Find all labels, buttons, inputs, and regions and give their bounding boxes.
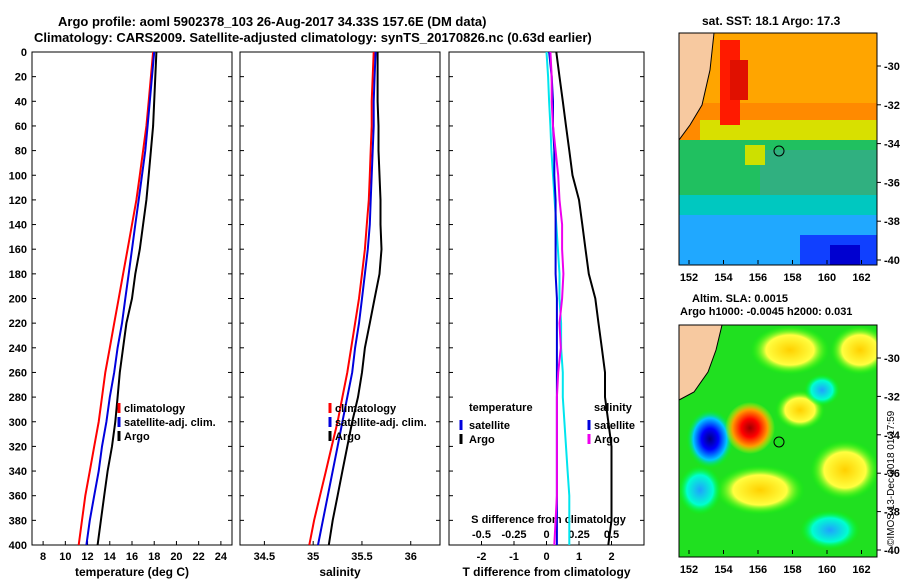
x-tick-label-0: 8 <box>40 551 46 563</box>
y-tick-label: 320 <box>9 441 27 453</box>
series-satellite-adj--clim- <box>85 51 156 546</box>
x-tick-label-2: 2 <box>608 551 614 563</box>
legend-label: satellite <box>469 420 510 432</box>
x2-axis-label: S difference from climatology <box>471 514 627 526</box>
x2-tick-label: -0.25 <box>501 529 526 541</box>
series-sal-diff-argo <box>549 51 565 546</box>
y-tick-label: 80 <box>15 146 27 158</box>
series-satellite-adj--clim- <box>317 51 377 546</box>
header-line-1: Argo profile: aoml 5902378_103 26-Aug-20… <box>58 14 487 29</box>
legend-label: satellite <box>594 420 635 432</box>
x-tick-label-1: 34.5 <box>254 551 275 563</box>
header-line-2: Climatology: CARS2009. Satellite-adjuste… <box>34 30 592 45</box>
series-climatology <box>77 51 155 546</box>
y-tick-label: 300 <box>9 417 27 429</box>
legend-salinity-title: salinity <box>594 402 633 414</box>
y-tick-label: 40 <box>15 96 27 108</box>
y-tick-label: 180 <box>9 269 27 281</box>
legend-label: satellite-adj. clim. <box>335 417 427 429</box>
x2-tick-label: -0.5 <box>472 529 491 541</box>
y-tick-label: 380 <box>9 515 27 527</box>
y-tick-label: 240 <box>9 343 27 355</box>
x-tick-label-0: 10 <box>59 551 71 563</box>
y-tick-label: 340 <box>9 466 27 478</box>
x-axis-label: T difference from climatology <box>462 565 630 579</box>
x-tick-label-0: 12 <box>81 551 93 563</box>
x-tick-label-0: 24 <box>215 551 228 563</box>
sla-map-title-2: Argo h1000: -0.0045 h2000: 0.031 <box>680 306 853 318</box>
series-climatology <box>308 51 375 546</box>
y-tick-label: 0 <box>21 47 27 59</box>
y-tick-label: 20 <box>15 72 27 84</box>
x-axis-label: salinity <box>319 565 361 579</box>
y-tick-label: 200 <box>9 294 27 306</box>
y-tick-label: 260 <box>9 367 27 379</box>
x-tick-label-0: 14 <box>104 551 117 563</box>
legend-label: Argo <box>469 434 495 446</box>
x2-tick-label: 0 <box>543 529 549 541</box>
y-tick-label: 100 <box>9 170 27 182</box>
x-tick-label-1: 36 <box>405 551 417 563</box>
legend-label: satellite-adj. clim. <box>124 417 216 429</box>
x-tick-label-1: 35 <box>307 551 319 563</box>
legend-label: Argo <box>594 434 620 446</box>
x2-tick-label: 0.5 <box>604 529 619 541</box>
y-tick-label: 400 <box>9 540 27 552</box>
x-axis-label: temperature (deg C) <box>75 565 189 579</box>
y-tick-label: 60 <box>15 121 27 133</box>
panel-frame-1 <box>239 51 441 546</box>
x-tick-label-0: 20 <box>170 551 182 563</box>
legend-temperature-title: temperature <box>469 402 533 414</box>
series-argo <box>327 52 383 546</box>
x-tick-label-0: 22 <box>193 551 205 563</box>
legend-label: climatology <box>335 403 397 415</box>
series-temp-diff-argo <box>555 51 613 546</box>
series-temp-diff-satellite <box>545 51 571 545</box>
x-tick-label-0: 16 <box>126 551 138 563</box>
y-tick-label: 140 <box>9 220 27 232</box>
y-tick-label: 120 <box>9 195 27 207</box>
x-tick-label-0: 18 <box>148 551 160 563</box>
panel-frame-2 <box>448 51 645 546</box>
sst-map-title: sat. SST: 18.1 Argo: 17.3 <box>702 14 841 28</box>
y-tick-label: 220 <box>9 318 27 330</box>
x-tick-label-2: -1 <box>509 551 519 563</box>
x-tick-label-1: 35.5 <box>351 551 372 563</box>
x-tick-label-2: -2 <box>477 551 487 563</box>
x-tick-label-2: 0 <box>543 551 549 563</box>
legend-label: climatology <box>124 403 186 415</box>
legend-label: Argo <box>124 431 150 443</box>
y-tick-label: 160 <box>9 244 27 256</box>
y-tick-label: 280 <box>9 392 27 404</box>
x2-tick-label: 0.25 <box>568 529 589 541</box>
x-tick-label-2: 1 <box>576 551 582 563</box>
legend-label: Argo <box>335 431 361 443</box>
series-argo <box>96 51 158 546</box>
sla-map-title-1: Altim. SLA: 0.0015 <box>692 293 788 305</box>
y-tick-label: 360 <box>9 491 27 503</box>
